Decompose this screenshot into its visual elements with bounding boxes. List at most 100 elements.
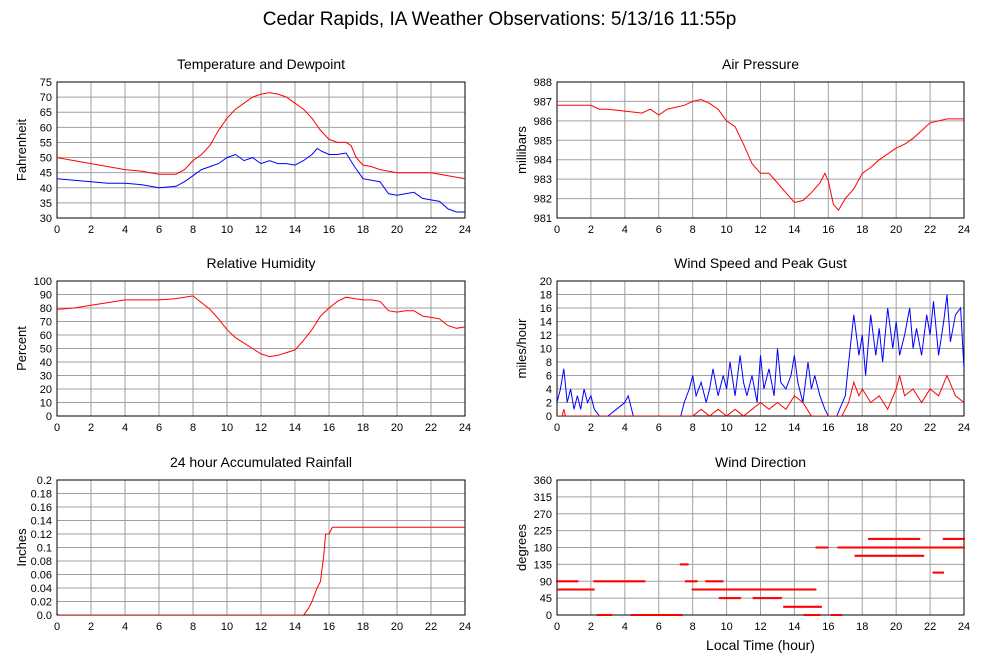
- data-point: [825, 546, 827, 549]
- data-point: [875, 546, 878, 549]
- data-point: [912, 546, 915, 549]
- data-point: [807, 605, 810, 608]
- data-point: [954, 537, 957, 540]
- x-tick-label: 22: [425, 422, 437, 434]
- data-point: [852, 546, 855, 549]
- data-point: [616, 580, 619, 583]
- x-tick-label: 12: [754, 224, 766, 236]
- data-point: [682, 563, 685, 566]
- data-point: [885, 554, 888, 557]
- y-tick-label: 60: [40, 122, 52, 134]
- data-point: [721, 588, 724, 591]
- data-point: [643, 580, 646, 583]
- data-point: [707, 580, 710, 583]
- data-point: [914, 537, 917, 540]
- data-point: [756, 588, 759, 591]
- data-point: [608, 580, 611, 583]
- data-point: [803, 588, 806, 591]
- data-point: [593, 580, 596, 583]
- data-point: [585, 588, 588, 591]
- y-axis-label: Percent: [14, 326, 29, 371]
- data-point: [861, 554, 864, 557]
- data-point: [602, 614, 605, 616]
- data-point: [945, 537, 948, 540]
- y-tick-label: 982: [534, 194, 552, 206]
- data-point: [726, 597, 729, 600]
- data-point: [695, 580, 698, 583]
- data-point: [908, 537, 911, 540]
- data-point: [952, 546, 955, 549]
- data-point: [635, 580, 638, 583]
- y-tick-label: 0.2: [37, 475, 52, 487]
- data-point: [628, 580, 631, 583]
- data-point: [596, 580, 598, 583]
- data-point: [802, 588, 805, 591]
- data-point: [763, 597, 766, 600]
- y-tick-label: 315: [534, 492, 552, 504]
- x-tick-label: 16: [323, 422, 335, 434]
- data-point: [796, 605, 799, 608]
- data-point: [597, 580, 600, 583]
- y-tick-label: 984: [534, 155, 552, 167]
- data-point: [939, 571, 942, 574]
- data-point: [659, 614, 662, 616]
- x-tick-label: 18: [357, 621, 369, 633]
- series-line-1: [557, 374, 964, 416]
- data-point: [792, 605, 795, 608]
- y-tick-label: 30: [40, 371, 52, 383]
- data-point: [640, 580, 643, 583]
- data-point: [819, 546, 822, 549]
- data-point: [961, 537, 964, 540]
- data-point: [910, 537, 913, 540]
- data-point: [766, 597, 769, 600]
- data-point: [878, 554, 881, 557]
- data-point: [800, 605, 803, 608]
- plot-frame: [56, 81, 466, 219]
- x-tick-label: 20: [391, 621, 403, 633]
- data-point: [913, 546, 916, 549]
- data-point: [855, 546, 858, 549]
- data-point: [908, 554, 911, 557]
- x-axis-label: Local Time (hour): [706, 637, 815, 653]
- data-point: [575, 580, 577, 583]
- data-point: [906, 537, 908, 540]
- data-point: [935, 571, 938, 574]
- data-point: [564, 588, 567, 591]
- x-tick-label: 8: [690, 224, 696, 236]
- y-tick-label: 0.16: [31, 502, 52, 514]
- data-point: [838, 546, 841, 549]
- data-point: [815, 546, 818, 549]
- data-point: [879, 546, 882, 549]
- data-point: [916, 537, 919, 540]
- data-point: [706, 580, 709, 583]
- data-point: [893, 546, 896, 549]
- data-point: [836, 614, 839, 616]
- series-line-0: [57, 92, 465, 180]
- data-point: [604, 580, 607, 583]
- y-tick-label: 4: [546, 384, 552, 396]
- series-line-1: [57, 147, 465, 213]
- data-point: [661, 614, 664, 616]
- data-point: [678, 614, 681, 616]
- data-point: [958, 546, 961, 549]
- data-point: [742, 588, 745, 591]
- data-point: [788, 588, 791, 591]
- data-point: [918, 554, 921, 557]
- data-point: [630, 614, 633, 616]
- data-point: [860, 546, 863, 549]
- data-point: [577, 588, 580, 591]
- x-tick-label: 14: [788, 621, 800, 633]
- data-point: [888, 537, 891, 540]
- data-point: [740, 588, 743, 591]
- data-point: [892, 537, 895, 540]
- data-point: [591, 588, 594, 591]
- data-point: [720, 580, 723, 583]
- x-tick-label: 14: [289, 621, 301, 633]
- data-point: [607, 614, 610, 616]
- data-point: [652, 614, 655, 616]
- data-point: [888, 554, 891, 557]
- chart-title: Wind Speed and Peak Gust: [674, 255, 847, 271]
- x-tick-label: 22: [924, 422, 936, 434]
- data-point: [905, 546, 908, 549]
